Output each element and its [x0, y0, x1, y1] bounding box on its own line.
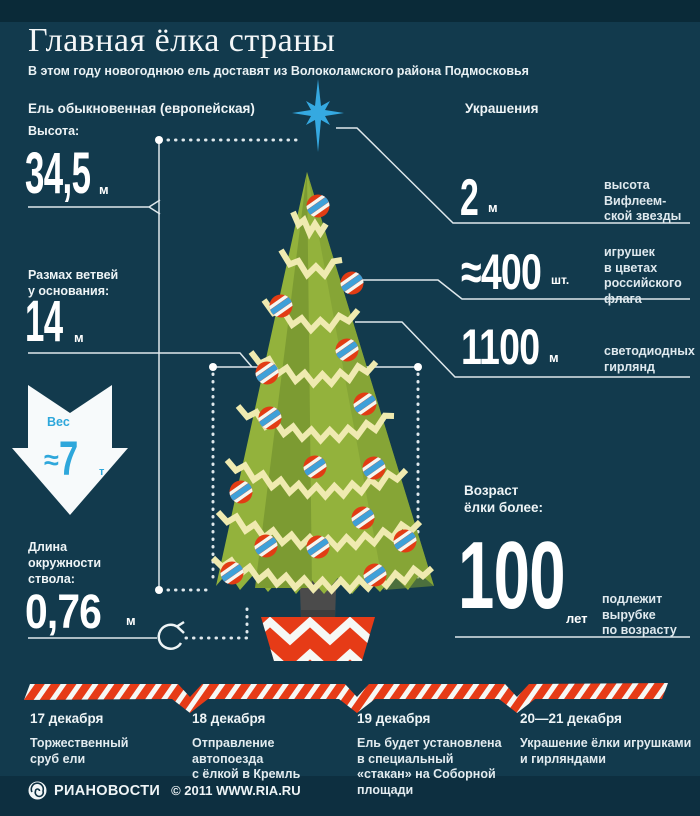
spread-value: 14: [25, 289, 63, 354]
page-title: Главная ёлка страны: [28, 22, 336, 59]
top-strip: [0, 0, 700, 22]
age-desc: подлежит вырубке по возрасту: [602, 592, 677, 637]
spread-unit: м: [74, 330, 84, 345]
weight-arrow: [12, 385, 128, 515]
timeline-text-1: Торжественный сруб ели: [30, 736, 129, 766]
left-section-title: Ель обыкновенная (европейская): [28, 101, 255, 116]
tree-shade-right: [307, 172, 434, 590]
timeline-text-2: Отправление автопоезда с ёлкой в Кремль: [192, 736, 301, 781]
timeline-text-3: Ель будет установлена в специальный «ста…: [357, 736, 502, 797]
weight-unit: т: [99, 466, 105, 478]
timeline-ribbon: [24, 683, 668, 713]
footer: РИАНОВОСТИ © 2011 WWW.RIA.RU: [28, 781, 301, 800]
star-height-desc: высота Вифлеем- ской звезды: [604, 178, 682, 223]
height-value: 34,5: [25, 141, 91, 206]
rotation-icon: [157, 620, 185, 650]
timeline-date-2: 18 декабря: [192, 711, 266, 726]
garland-length-desc: светодиодных гирлянд: [604, 344, 695, 374]
christmas-tree: [210, 172, 434, 595]
age-label: Возраст ёлки более:: [464, 483, 544, 515]
timeline-text-4: Украшение ёлки игрушками и гирляндами: [520, 736, 692, 766]
footer-copyright: © 2011 WWW.RIA.RU: [171, 783, 301, 798]
timeline-date-3: 19 декабря: [357, 711, 431, 726]
spread-label: Размах ветвей у основания:: [28, 268, 119, 298]
age-unit: лет: [566, 611, 588, 626]
height-label: Высота:: [28, 124, 80, 138]
tree-pot: [261, 617, 375, 661]
page-subtitle: В этом году новогоднюю ель доставят из В…: [28, 64, 529, 78]
footer-brand: РИАНОВОСТИ: [54, 782, 161, 799]
girth-label: Длина окружности ствола:: [28, 540, 102, 586]
line-end-dots: [155, 136, 422, 594]
toys-count-unit: шт.: [551, 273, 570, 287]
weight-value: ≈7: [44, 433, 78, 486]
ria-globe-icon: [28, 781, 47, 800]
garland-length-unit: м: [549, 350, 559, 365]
approx-sign: ≈: [44, 445, 59, 475]
toys-count-value: ≈400: [461, 244, 542, 300]
footer-strip: [0, 776, 700, 816]
garland-length-value: 1100: [461, 319, 540, 375]
timeline-date-4: 20—21 декабря: [520, 711, 622, 726]
age-value: 100: [458, 522, 566, 629]
bethlehem-star-icon: [292, 79, 344, 152]
timeline-date-1: 17 декабря: [30, 711, 104, 726]
girth-unit: м: [126, 613, 136, 628]
toys-count-desc: игрушек в цветах российского флага: [604, 245, 682, 306]
star-height-value: 2: [460, 169, 479, 227]
star-height-unit: м: [488, 200, 498, 215]
right-section-title: Украшения: [465, 101, 539, 116]
girth-value: 0,76: [25, 586, 102, 639]
height-unit: м: [99, 182, 109, 197]
weight-label: Вес: [47, 415, 70, 429]
